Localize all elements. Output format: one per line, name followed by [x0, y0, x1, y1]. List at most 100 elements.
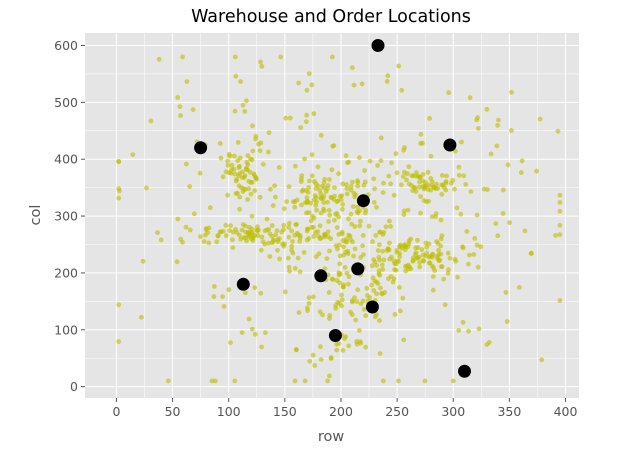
warehouse-point [356, 194, 370, 208]
order-point [357, 223, 363, 229]
order-point [414, 170, 419, 175]
order-point [393, 267, 399, 273]
order-point [311, 234, 317, 239]
order-point [340, 284, 346, 290]
order-point [357, 328, 362, 333]
order-point [367, 158, 373, 164]
order-point [452, 148, 458, 154]
order-point [304, 305, 310, 311]
order-point [466, 328, 471, 334]
order-point [495, 233, 501, 239]
order-point [496, 117, 501, 123]
order-point [340, 181, 346, 187]
order-point [327, 212, 333, 218]
order-point [250, 123, 255, 129]
order-point [340, 238, 346, 244]
order-point [311, 224, 316, 230]
order-point [394, 250, 400, 255]
order-point [296, 310, 302, 315]
order-point [343, 153, 349, 159]
order-point [289, 228, 295, 234]
order-point [350, 179, 355, 185]
order-point [441, 276, 447, 282]
order-point [301, 250, 307, 255]
order-point [374, 291, 379, 297]
order-point [309, 152, 315, 158]
order-point [214, 239, 220, 245]
order-point [436, 258, 442, 264]
order-point [472, 236, 478, 241]
order-point [321, 180, 327, 186]
order-point [232, 153, 237, 159]
order-point [323, 189, 329, 195]
order-point [139, 314, 144, 320]
order-point [519, 158, 525, 164]
order-point [304, 112, 309, 118]
order-point [378, 135, 384, 141]
order-point [140, 258, 146, 264]
order-point [504, 319, 510, 324]
order-point [389, 254, 394, 260]
order-point [257, 148, 263, 154]
order-point [212, 378, 218, 384]
order-point [327, 373, 332, 379]
order-point [266, 149, 271, 155]
order-point [463, 182, 469, 187]
order-point [293, 347, 299, 353]
order-point [262, 228, 268, 234]
order-point [241, 186, 247, 192]
order-point [401, 147, 406, 153]
order-point [329, 167, 335, 173]
order-point [392, 312, 398, 317]
order-point [371, 200, 377, 205]
order-point [249, 213, 255, 219]
order-point [460, 244, 465, 250]
order-point [509, 128, 514, 133]
order-point [292, 204, 298, 210]
order-point [296, 80, 302, 86]
order-point [394, 170, 400, 176]
order-point [237, 163, 242, 169]
y-axis-ticks: 0 100 200 300 400 500 600 [54, 38, 85, 394]
order-point [223, 233, 229, 239]
order-point [338, 197, 344, 203]
order-point [299, 173, 305, 179]
order-point [286, 234, 292, 240]
order-point [557, 222, 563, 228]
order-point [246, 316, 252, 322]
order-point [383, 224, 389, 230]
order-point [478, 244, 484, 250]
order-point [471, 252, 477, 257]
order-point [258, 140, 264, 146]
order-point [342, 336, 347, 342]
order-point [434, 181, 439, 187]
order-point [493, 221, 499, 227]
order-point [413, 250, 419, 256]
order-point [371, 176, 377, 182]
order-point [272, 183, 277, 189]
order-point [259, 64, 265, 69]
order-point [339, 297, 345, 303]
x-tick-label: 350 [497, 404, 521, 419]
order-point [467, 95, 473, 101]
order-point [247, 231, 253, 237]
order-point [360, 298, 366, 304]
order-point [187, 227, 193, 233]
order-point [299, 202, 304, 208]
order-point [417, 179, 422, 185]
order-point [348, 309, 353, 315]
order-point [537, 116, 543, 122]
order-point [362, 179, 368, 185]
order-point [230, 245, 236, 251]
order-point [345, 160, 350, 166]
order-point [418, 131, 424, 137]
order-point [262, 241, 268, 247]
order-point [306, 295, 312, 300]
order-point [366, 223, 372, 229]
order-point [380, 267, 386, 272]
order-point [275, 237, 281, 243]
order-point [348, 184, 354, 189]
order-point [335, 246, 340, 252]
order-point [420, 258, 426, 263]
order-point [290, 239, 295, 244]
